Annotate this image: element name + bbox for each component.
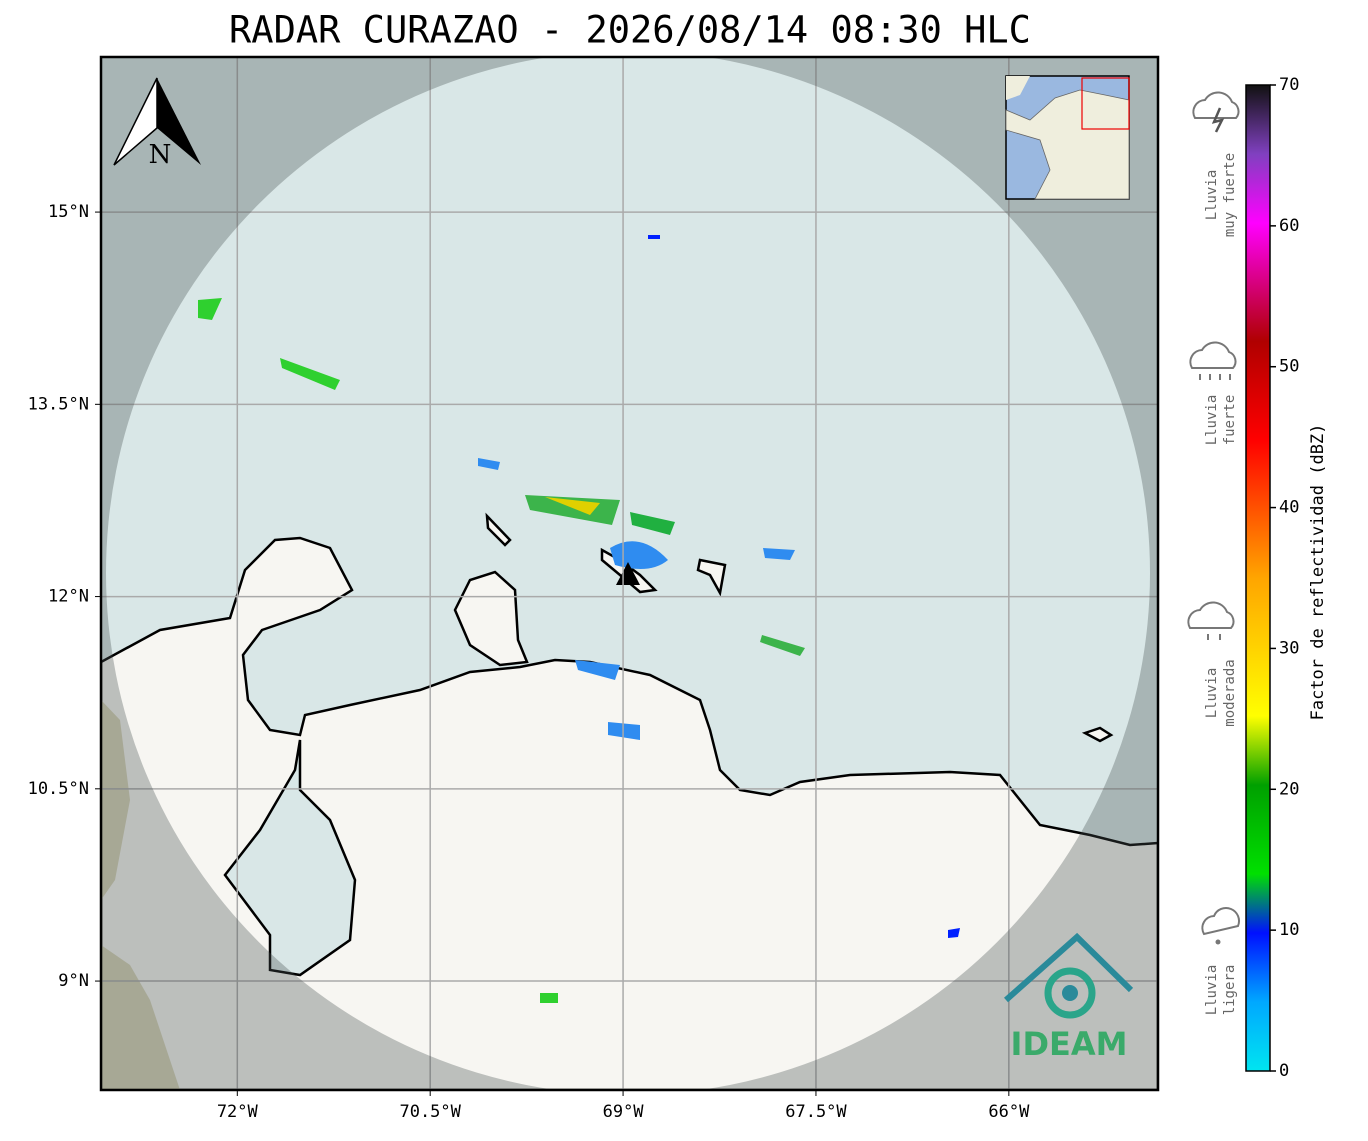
lake-maracaibo	[223, 739, 357, 977]
lat-tick-label: 10.5°N	[28, 779, 89, 799]
lon-tick-label: 66°W	[988, 1102, 1030, 1122]
logo-roof	[1004, 932, 1134, 1003]
legend-label: muy fuerte	[1222, 153, 1238, 237]
island-orchila	[1081, 726, 1114, 743]
echo	[630, 512, 675, 535]
echo	[478, 458, 500, 470]
island-aruba	[485, 512, 512, 547]
colorbar-tick-label: 0	[1279, 1061, 1289, 1081]
north-arrow-right	[157, 78, 201, 165]
legend-label: Lluvia	[1204, 965, 1220, 1016]
icon-fuerte	[1189, 341, 1237, 380]
colorbar-tick-label: 20	[1279, 779, 1299, 799]
icon-ligera	[1201, 907, 1240, 945]
echo	[545, 497, 600, 515]
north-arrow: N	[113, 77, 201, 170]
echo	[610, 541, 668, 569]
colorbar	[1245, 84, 1271, 1072]
lat-tick-label: 13.5°N	[28, 394, 89, 414]
grid	[101, 57, 1158, 1090]
north-label: N	[149, 140, 172, 170]
inset-land-north	[1006, 76, 1030, 100]
land	[101, 536, 1158, 1090]
logo-eye	[1062, 985, 1078, 1001]
inset-map	[1005, 75, 1130, 200]
legend-label: ligera	[1222, 965, 1238, 1016]
echo	[198, 298, 222, 320]
echo	[280, 358, 340, 390]
colombia-terrain	[101, 700, 180, 1090]
paraguana	[453, 570, 529, 667]
colorbar-tick-label: 30	[1279, 638, 1299, 658]
lon-tick-label: 72°W	[217, 1102, 259, 1122]
legend-label: Lluvia	[1204, 668, 1220, 719]
lon-tick-label: 70.5°W	[399, 1102, 461, 1122]
title: RADAR CURAZAO - 2026/08/14 08:30 HLC	[229, 9, 1031, 52]
map-frame	[99, 55, 1160, 1092]
radar-site	[616, 562, 640, 585]
lat-tick-label: 9°N	[58, 971, 89, 991]
colorbar-tick-label: 50	[1279, 357, 1299, 377]
colorbar-tick-label: 40	[1279, 498, 1299, 518]
lon-tick-label: 67.5°W	[785, 1102, 847, 1122]
icon-muy-fuerte	[1192, 91, 1240, 133]
lat-tick-label: 15°N	[48, 202, 89, 222]
icon-moderada	[1187, 601, 1235, 640]
lon-tick-label: 69°W	[603, 1102, 645, 1122]
map-area	[101, 57, 1158, 1090]
colorbar-tick-label: 10	[1279, 920, 1299, 940]
logo-text: IDEAM	[1011, 1025, 1128, 1063]
echo	[608, 722, 640, 740]
legend-label: Lluvia	[1204, 170, 1220, 221]
echo	[948, 928, 960, 938]
colorbar-tick-label: 70	[1279, 75, 1299, 95]
echo	[760, 635, 805, 656]
legend-label: moderada	[1222, 659, 1238, 726]
logo: IDEAM	[1004, 932, 1134, 1063]
island-bonaire	[696, 558, 727, 597]
legend-label: Lluvia	[1204, 395, 1220, 446]
echo	[540, 993, 558, 1003]
lat-tick-label: 12°N	[48, 587, 89, 607]
colorbar-tick-label: 60	[1279, 216, 1299, 236]
inset-extent	[1081, 77, 1130, 130]
echo	[648, 235, 660, 239]
echo	[575, 660, 620, 680]
radar-echoes	[198, 235, 960, 1003]
colorbar-label: Factor de reflectividad (dBZ)	[1308, 424, 1328, 721]
inset-land	[1005, 89, 1130, 200]
echo	[525, 495, 620, 525]
logo-swirl	[1044, 967, 1096, 1019]
echo	[763, 548, 795, 560]
legend-label: fuerte	[1222, 395, 1238, 446]
